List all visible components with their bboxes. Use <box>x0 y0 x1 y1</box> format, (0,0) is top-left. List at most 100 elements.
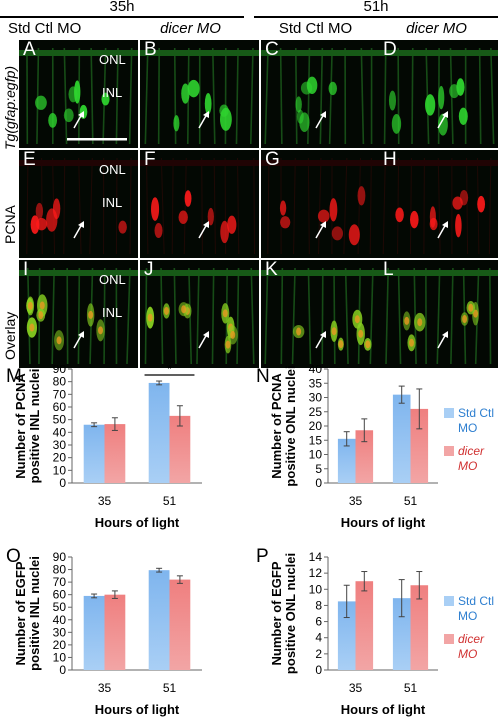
chart-panel-letter: P <box>256 547 269 567</box>
legend-label: Std Ctl <box>458 594 494 608</box>
condition-header-4: dicer MO <box>377 20 496 37</box>
y-tick-label: 10 <box>309 448 323 462</box>
y-tick-label: 90 <box>53 365 67 376</box>
panel-letter: D <box>383 40 397 60</box>
condition-header-2: dicer MO <box>131 20 250 37</box>
y-tick-label: 0 <box>315 476 322 490</box>
y-tick-label: 20 <box>53 638 67 652</box>
y-tick-label: 0 <box>59 476 66 490</box>
bar-dicer-35 <box>356 581 374 670</box>
micrograph-panel-b: B <box>140 40 259 148</box>
bar-std-ctl-35 <box>84 425 105 483</box>
legend-swatch <box>444 408 454 418</box>
micrograph-panel-l: L <box>379 260 498 368</box>
scale-bar <box>67 138 127 141</box>
x-tick-label: 51 <box>163 494 177 508</box>
significance-label: * <box>167 365 172 376</box>
y-tick-label: 6 <box>315 615 322 629</box>
y-tick-label: 40 <box>309 365 323 376</box>
y-axis-title: Number of EGFP <box>13 561 28 665</box>
bar-dicer-51 <box>170 580 191 670</box>
micrograph-panel-k: K <box>261 260 380 368</box>
y-tick-label: 50 <box>53 600 67 614</box>
bar-std-ctl-35 <box>84 596 105 670</box>
y-tick-label: 35 <box>309 376 323 390</box>
y-axis-title: positive INL nuclei <box>27 369 42 484</box>
y-tick-label: 60 <box>53 400 67 414</box>
condition-header-3: Std Ctl MO <box>256 20 375 37</box>
white-arrow-icon <box>316 221 326 238</box>
y-axis-title: positive INL nuclei <box>27 556 42 671</box>
y-tick-label: 70 <box>53 575 67 589</box>
y-tick-label: 25 <box>309 405 323 419</box>
panel-letter: H <box>383 150 397 170</box>
y-tick-label: 10 <box>53 463 67 477</box>
panel-letter: L <box>383 260 394 280</box>
panel-letter: E <box>23 150 36 170</box>
micrograph-panel-h: H <box>379 150 498 258</box>
legend-label: MO <box>458 647 477 661</box>
y-tick-label: 12 <box>309 566 323 580</box>
legend-swatch <box>444 446 454 456</box>
panel-letter: I <box>23 260 28 280</box>
y-tick-label: 40 <box>53 613 67 627</box>
y-tick-label: 20 <box>53 451 67 465</box>
x-axis-title: Hours of light <box>341 702 426 717</box>
inl-label: INL <box>102 306 122 320</box>
x-tick-label: 51 <box>163 681 177 695</box>
time-header-35h: 35h <box>0 0 244 15</box>
y-tick-label: 80 <box>53 563 67 577</box>
condition-header-1: Std Ctl MO <box>8 20 127 37</box>
y-axis-title: Number of PCNA <box>269 373 284 479</box>
white-arrow-icon <box>438 331 448 348</box>
white-arrow-icon <box>74 221 84 238</box>
x-tick-label: 35 <box>98 494 112 508</box>
x-tick-label: 35 <box>98 681 112 695</box>
y-tick-label: 90 <box>53 550 67 564</box>
y-tick-label: 4 <box>315 631 322 645</box>
chart-panel-letter: M <box>6 367 22 387</box>
y-axis-title: positive ONL nuclei <box>283 365 298 486</box>
panel-letter: A <box>23 40 36 60</box>
legend-swatch <box>444 634 454 644</box>
micrograph-panel-c: C <box>261 40 380 148</box>
legend-label: dicer <box>458 444 485 458</box>
row-label-pcna: PCNA <box>2 205 18 244</box>
white-arrow-icon <box>199 331 209 348</box>
y-tick-label: 8 <box>315 598 322 612</box>
micrograph-panel-i: I ONL INL <box>19 260 138 368</box>
legend-label: MO <box>458 421 477 435</box>
y-tick-label: 14 <box>309 550 323 564</box>
onl-label: ONL <box>99 273 126 287</box>
bar-std-ctl-51 <box>149 570 170 670</box>
micrograph-panel-j: J <box>140 260 259 368</box>
bar-dicer-35 <box>105 595 126 670</box>
y-tick-label: 30 <box>53 438 67 452</box>
x-tick-label: 35 <box>349 681 363 695</box>
white-arrow-icon <box>199 221 209 238</box>
y-tick-label: 70 <box>53 387 67 401</box>
y-tick-label: 30 <box>309 391 323 405</box>
legend-label: MO <box>458 609 477 623</box>
legend-label: dicer <box>458 632 485 646</box>
y-axis-title: Number of PCNA <box>13 373 28 479</box>
panel-letter: F <box>144 150 156 170</box>
y-tick-label: 0 <box>59 663 66 677</box>
y-tick-label: 10 <box>53 650 67 664</box>
panel-letter: G <box>265 150 280 170</box>
y-tick-label: 40 <box>53 425 67 439</box>
bar-std-ctl-51 <box>149 383 170 483</box>
y-tick-label: 10 <box>309 582 323 596</box>
x-tick-label: 35 <box>349 494 363 508</box>
panel-letter: C <box>265 40 279 60</box>
y-tick-label: 50 <box>53 413 67 427</box>
time-header-51h: 51h <box>254 0 498 15</box>
chart-panel-letter: O <box>6 547 21 567</box>
y-tick-label: 20 <box>309 419 323 433</box>
bar-std-ctl-51 <box>393 395 411 483</box>
micrograph-panel-g: G <box>261 150 380 258</box>
